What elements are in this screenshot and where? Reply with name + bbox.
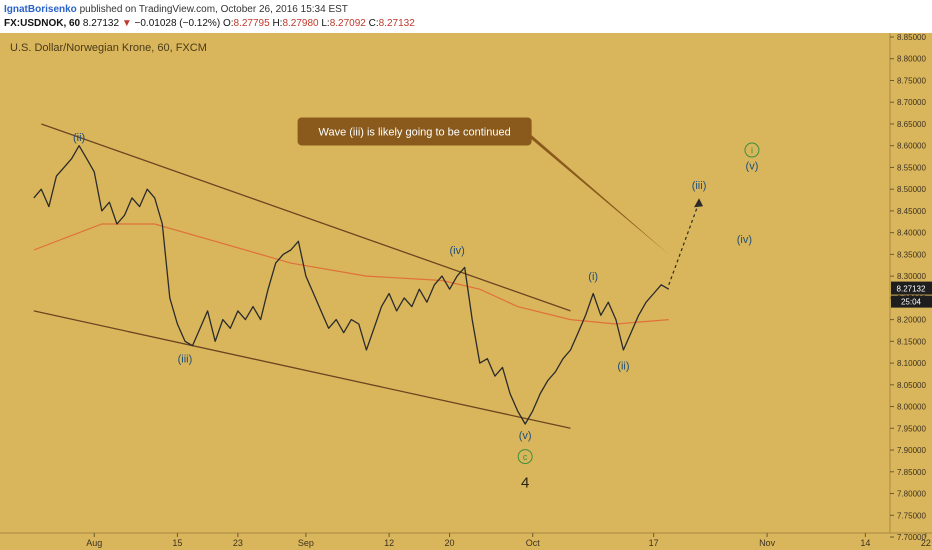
x-tick-label: Oct <box>526 538 541 548</box>
down-arrow-icon: ▼ <box>121 18 132 29</box>
close-value: 8.27132 <box>378 18 415 29</box>
channel-lower-line <box>33 310 571 429</box>
countdown-badge <box>891 295 932 308</box>
wave-label: (iv) <box>449 245 464 257</box>
y-tick-label: 8.50000 <box>897 185 926 194</box>
y-tick-label: 8.75000 <box>897 76 926 85</box>
publish-header: IgnatBorisenko published on TradingView.… <box>0 0 932 33</box>
y-tick-label: 7.70000 <box>897 533 926 542</box>
wave-label: (ii) <box>617 360 629 372</box>
price-chart[interactable]: U.S. Dollar/Norwegian Krone, 60, FXCM 8.… <box>0 33 932 550</box>
wave-label: (iii) <box>692 180 707 192</box>
y-tick-label: 8.70000 <box>897 98 926 107</box>
y-tick-label: 8.15000 <box>897 337 926 346</box>
chart-lines <box>33 122 704 429</box>
y-tick-label: 8.45000 <box>897 207 926 216</box>
y-tick-label: 8.10000 <box>897 359 926 368</box>
chart-title: U.S. Dollar/Norwegian Krone, 60, FXCM <box>10 42 207 54</box>
y-tick-label: 8.20000 <box>897 316 926 325</box>
countdown-badge-label: 25:04 <box>901 298 922 307</box>
y-tick-label: 8.65000 <box>897 120 926 129</box>
quote-line: FX:USDNOK, 60 8.27132 ▼ −0.01028 (−0.12%… <box>4 17 415 30</box>
wave-label: (ii) <box>73 132 85 144</box>
degree-label: 4 <box>521 475 529 492</box>
publish-line: IgnatBorisenko published on TradingView.… <box>4 3 348 16</box>
wave-circle <box>744 142 760 158</box>
symbol-label: FX:USDNOK, 60 <box>4 18 81 29</box>
chart-overlay: Wave (iii) is likely going to be continu… <box>73 117 932 492</box>
y-tick-label: 8.05000 <box>897 381 926 390</box>
y-tick-label: 7.95000 <box>897 424 926 433</box>
callout-box <box>297 117 532 146</box>
y-tick-label: 7.80000 <box>897 490 926 499</box>
plot-background[interactable] <box>0 33 890 533</box>
low-label: L: <box>321 18 330 29</box>
price-badge <box>891 281 932 295</box>
x-axis-ticks: Aug 15 23 Sep 12 20 Oct 17 Nov 14 22 <box>86 533 931 548</box>
y-tick-label: 7.90000 <box>897 446 926 455</box>
wave-circle-label: i <box>751 146 753 156</box>
x-tick-label: Sep <box>298 538 314 548</box>
x-tick-label: 15 <box>172 538 182 548</box>
projection-arrow-line <box>668 202 700 286</box>
y-tick-label: 8.55000 <box>897 163 926 172</box>
y-tick-label: 8.40000 <box>897 229 926 238</box>
wave-circle <box>517 449 533 465</box>
y-tick-label: 8.00000 <box>897 403 926 412</box>
author-link[interactable]: IgnatBorisenko <box>4 4 77 15</box>
x-tick-label: 20 <box>445 538 455 548</box>
x-tick-label: Aug <box>86 538 102 548</box>
y-tick-label: 7.85000 <box>897 468 926 477</box>
last-price: 8.27132 <box>82 18 120 29</box>
wave-label: (v) <box>519 430 532 442</box>
price-badge-label: 8.27132 <box>897 285 926 294</box>
wave-circle-label: c <box>523 452 528 462</box>
price-change: −0.01028 (−0.12%) <box>134 18 221 29</box>
x-tick-label: Nov <box>759 538 776 548</box>
wave-label: (i) <box>588 271 598 283</box>
wave-label: (v) <box>746 160 759 172</box>
time-axis-background[interactable] <box>0 533 932 550</box>
y-tick-label: 8.30000 <box>897 272 926 281</box>
y-tick-label: 8.35000 <box>897 250 926 259</box>
y-tick-label: 8.80000 <box>897 55 926 64</box>
close-label: C: <box>368 18 379 29</box>
y-tick-label: 7.75000 <box>897 511 926 520</box>
open-value: 8.27795 <box>233 18 270 29</box>
projection-arrow-head <box>694 198 704 208</box>
y-tick-label: 8.60000 <box>897 142 926 151</box>
low-value: 8.27092 <box>329 18 366 29</box>
x-tick-label: 22 <box>921 538 931 548</box>
callout-text: Wave (iii) is likely going to be continu… <box>319 126 511 138</box>
y-tick-label: 8.85000 <box>897 33 926 42</box>
x-tick-label: 14 <box>860 538 870 548</box>
x-tick-label: 23 <box>233 538 243 548</box>
open-label: O: <box>222 18 234 29</box>
x-tick-label: 12 <box>384 538 394 548</box>
y-axis-ticks: 8.85000 8.80000 8.75000 8.70000 8.65000 8.600… <box>890 33 926 542</box>
wave-label: (iii) <box>178 354 193 366</box>
price-line <box>33 145 670 425</box>
wave-label: (iv) <box>737 234 752 246</box>
callout-pointer <box>511 122 669 255</box>
moving-average-line <box>33 223 669 325</box>
x-tick-label: 17 <box>649 538 659 548</box>
publish-info: published on TradingView.com, October 26… <box>76 4 348 15</box>
channel-upper-line <box>41 123 571 312</box>
high-label: H: <box>272 18 283 29</box>
chart-svg[interactable]: U.S. Dollar/Norwegian Krone, 60, FXCM 8.… <box>0 33 932 550</box>
high-value: 8.27980 <box>282 18 319 29</box>
